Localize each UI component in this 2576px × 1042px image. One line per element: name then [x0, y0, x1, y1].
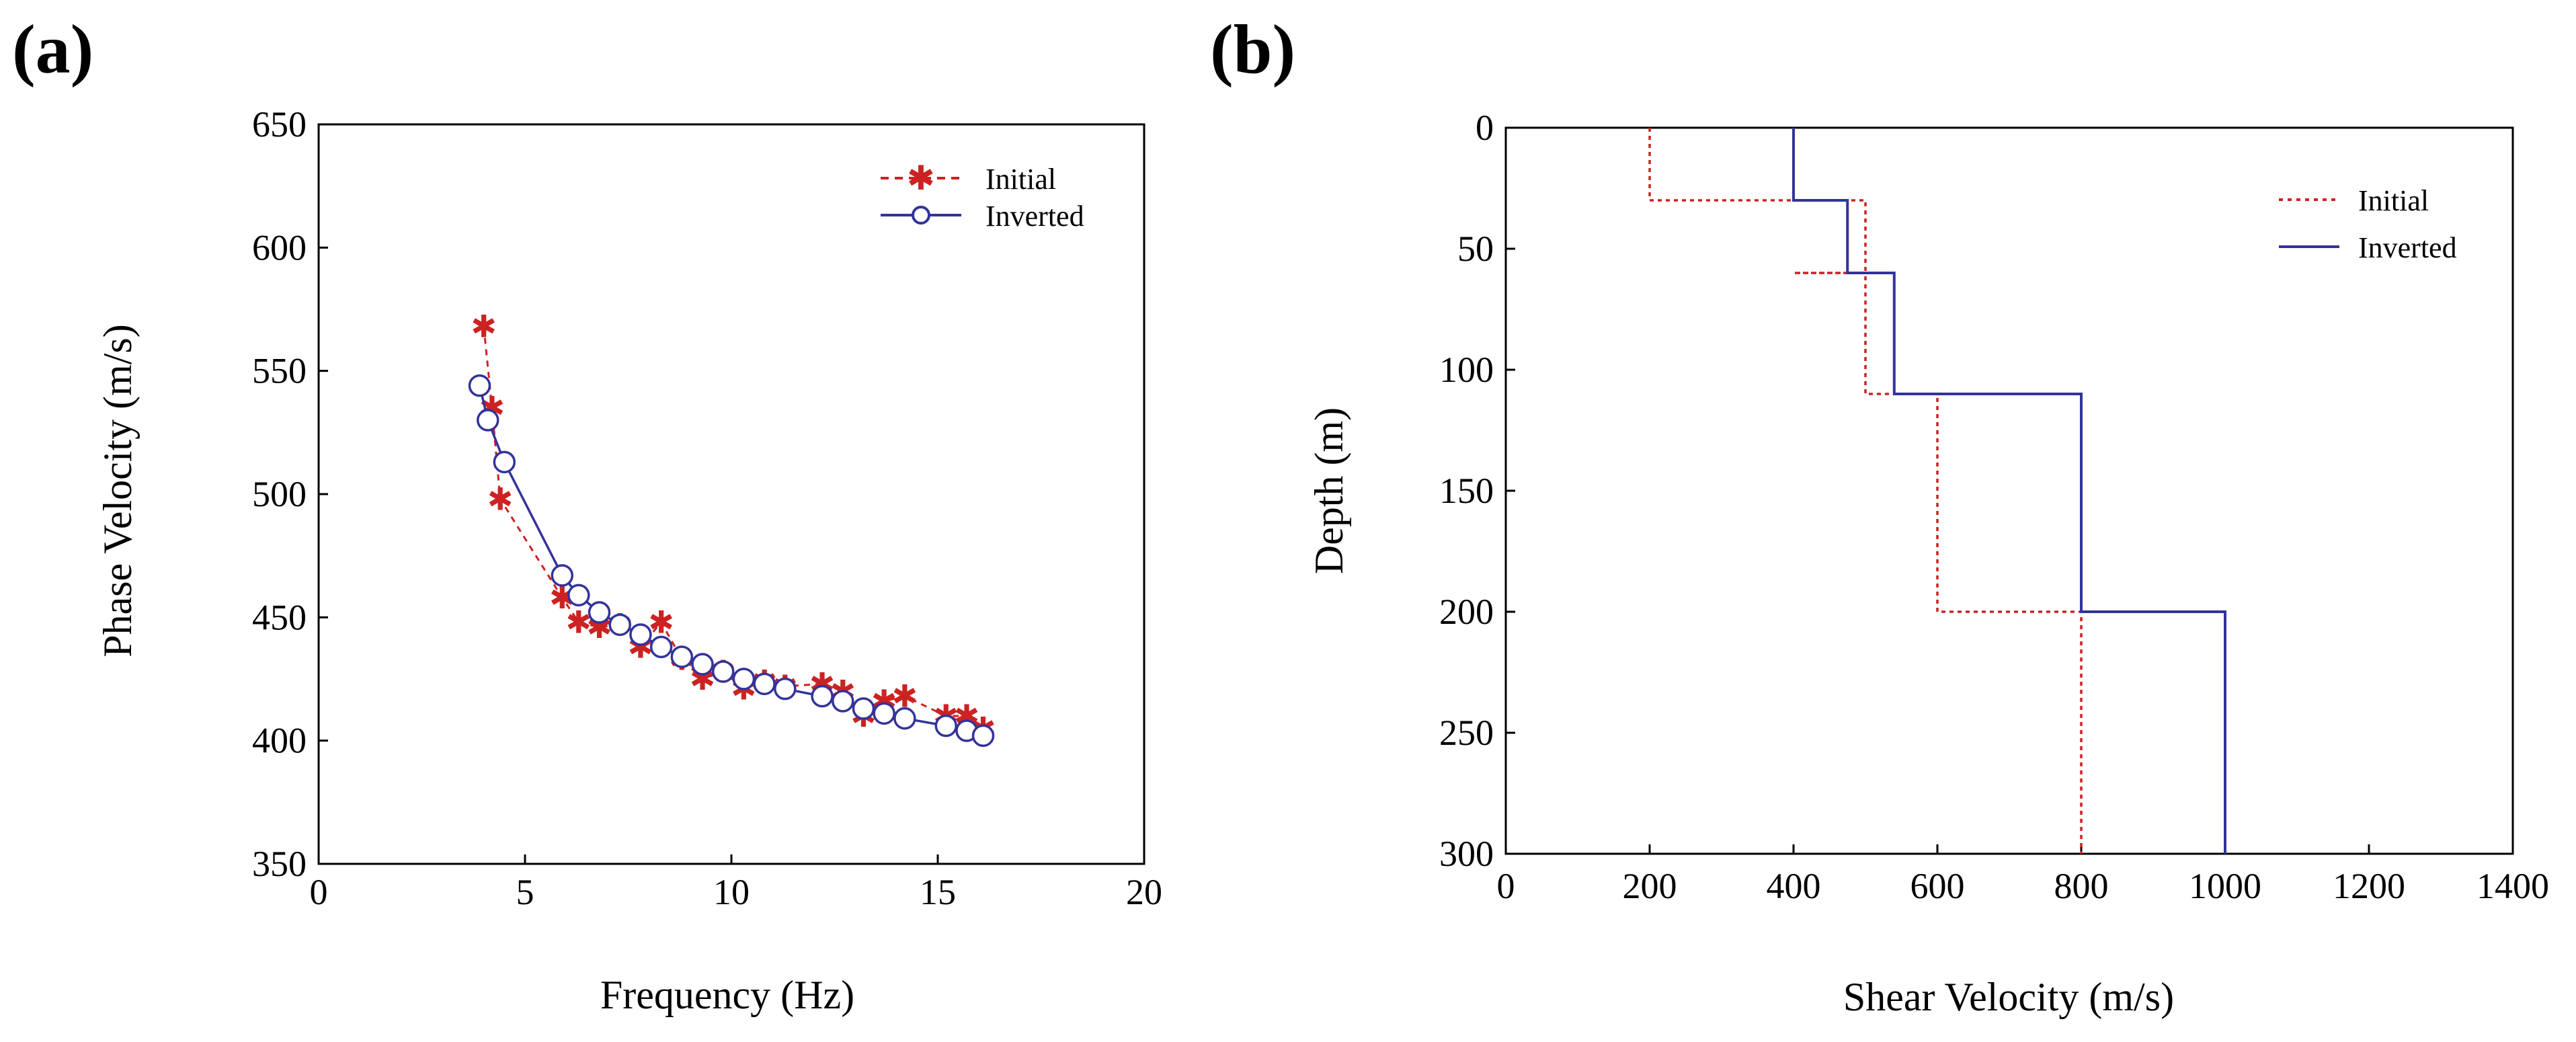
inverted-point-marker: [629, 623, 652, 646]
panel-a-plot-frame: [317, 123, 1145, 865]
inverted-point-marker: [468, 374, 491, 397]
legend-initial-asterisk-icon: ✱: [907, 159, 935, 197]
y-tick-label: 300: [1439, 834, 1494, 874]
y-tick-label: 250: [1439, 713, 1494, 753]
legend-inverted-circle-icon: [912, 206, 930, 225]
inverted-point-marker: [551, 564, 574, 587]
y-tick-label: 550: [252, 351, 307, 391]
x-tick-label: 10: [713, 872, 750, 912]
panel-b: (b) 0 200 400 600 800 1000 1200 1400 0 50 100 150 2…: [1210, 11, 2549, 1019]
inverted-point-marker: [649, 635, 673, 659]
panel-b-y-ticks: 0 50 100 150 200 250 300: [1439, 108, 1515, 874]
panel-a-series: ✱✱✱✱✱✱✱✱✱✱✱✱✱✱✱✱✱✱✱✱✱✱✱: [468, 310, 996, 748]
panel-a-label: (a): [12, 11, 93, 88]
x-tick-label: 1200: [2333, 866, 2405, 906]
inverted-point-marker: [670, 645, 694, 668]
y-tick-label: 0: [1476, 108, 1494, 148]
inverted-point-marker: [774, 677, 797, 700]
x-tick-label: 400: [1767, 866, 1821, 906]
inverted-point-marker: [567, 584, 590, 607]
inverted-point-marker: [608, 613, 631, 637]
x-tick-label: 1400: [2477, 866, 2549, 906]
y-tick-label: 600: [252, 227, 307, 268]
x-tick-label: 20: [1126, 872, 1162, 912]
inverted-point-marker: [476, 409, 499, 432]
panel-a-legend: ✱ Initial Inverted: [881, 159, 1084, 233]
initial-point-marker: ✱: [471, 310, 497, 344]
legend-inverted-label: Inverted: [985, 200, 1084, 233]
inverted-point-marker: [753, 672, 776, 696]
y-tick-label: 650: [252, 104, 307, 145]
x-tick-label: 200: [1623, 866, 1677, 906]
y-tick-label: 150: [1439, 471, 1494, 511]
inverted-point-marker: [588, 601, 611, 624]
panel-b-series: [1648, 128, 2226, 854]
panel-b-legend: Initial Inverted: [2279, 184, 2457, 264]
inverted-point-marker: [493, 450, 516, 474]
y-tick-label: 400: [252, 721, 307, 761]
inverted-point-marker: [893, 707, 916, 730]
panel-b-x-ticks: 0 200 400 600 800 1000 1200 1400: [1497, 844, 2549, 906]
y-tick-label: 50: [1457, 229, 1494, 269]
x-tick-label: 5: [516, 872, 534, 912]
y-tick-label: 500: [252, 474, 307, 514]
inverted-point-marker: [811, 684, 834, 708]
inverted-point-marker: [873, 702, 895, 725]
y-tick-label: 100: [1439, 350, 1494, 390]
inverted-point-marker: [711, 660, 735, 683]
legend-initial-label: Initial: [2358, 184, 2429, 217]
x-tick-label: 0: [1497, 866, 1515, 906]
inverted-point-marker: [971, 724, 995, 748]
x-tick-label: 1000: [2189, 866, 2261, 906]
series-inverted-step-line: [1792, 128, 2226, 854]
panel-b-x-axis-label: Shear Velocity (m/s): [1843, 975, 2174, 1019]
legend-inverted-label: Inverted: [2358, 231, 2457, 264]
panel-a-y-ticks: 350 400 450 500 550 600 650: [252, 104, 328, 884]
x-tick-label: 15: [920, 872, 956, 912]
initial-point-marker: ✱: [566, 606, 592, 640]
x-tick-label: 0: [310, 872, 328, 912]
inverted-point-marker: [732, 668, 756, 690]
inverted-point-marker: [691, 653, 714, 676]
series-initial-step-line: [1648, 128, 2083, 854]
inverted-point-marker: [934, 714, 958, 737]
y-tick-label: 350: [252, 844, 307, 884]
legend-initial-label: Initial: [985, 163, 1056, 196]
panel-b-label: (b): [1210, 11, 1295, 88]
x-tick-label: 800: [2054, 866, 2109, 906]
initial-point-marker: ✱: [487, 482, 514, 516]
y-tick-label: 200: [1439, 592, 1494, 632]
y-tick-label: 450: [252, 597, 307, 637]
panel-a-y-axis-label: Phase Velocity (m/s): [95, 324, 140, 657]
inverted-point-marker: [832, 690, 854, 713]
inverted-point-marker: [852, 697, 875, 720]
initial-point-marker: ✱: [648, 606, 674, 640]
x-tick-label: 600: [1910, 866, 1965, 906]
panel-b-y-axis-label: Depth (m): [1307, 407, 1351, 574]
panel-a-x-ticks: 0 5 10 15 20: [310, 854, 1162, 912]
panel-a-x-axis-label: Frequency (Hz): [600, 973, 854, 1017]
